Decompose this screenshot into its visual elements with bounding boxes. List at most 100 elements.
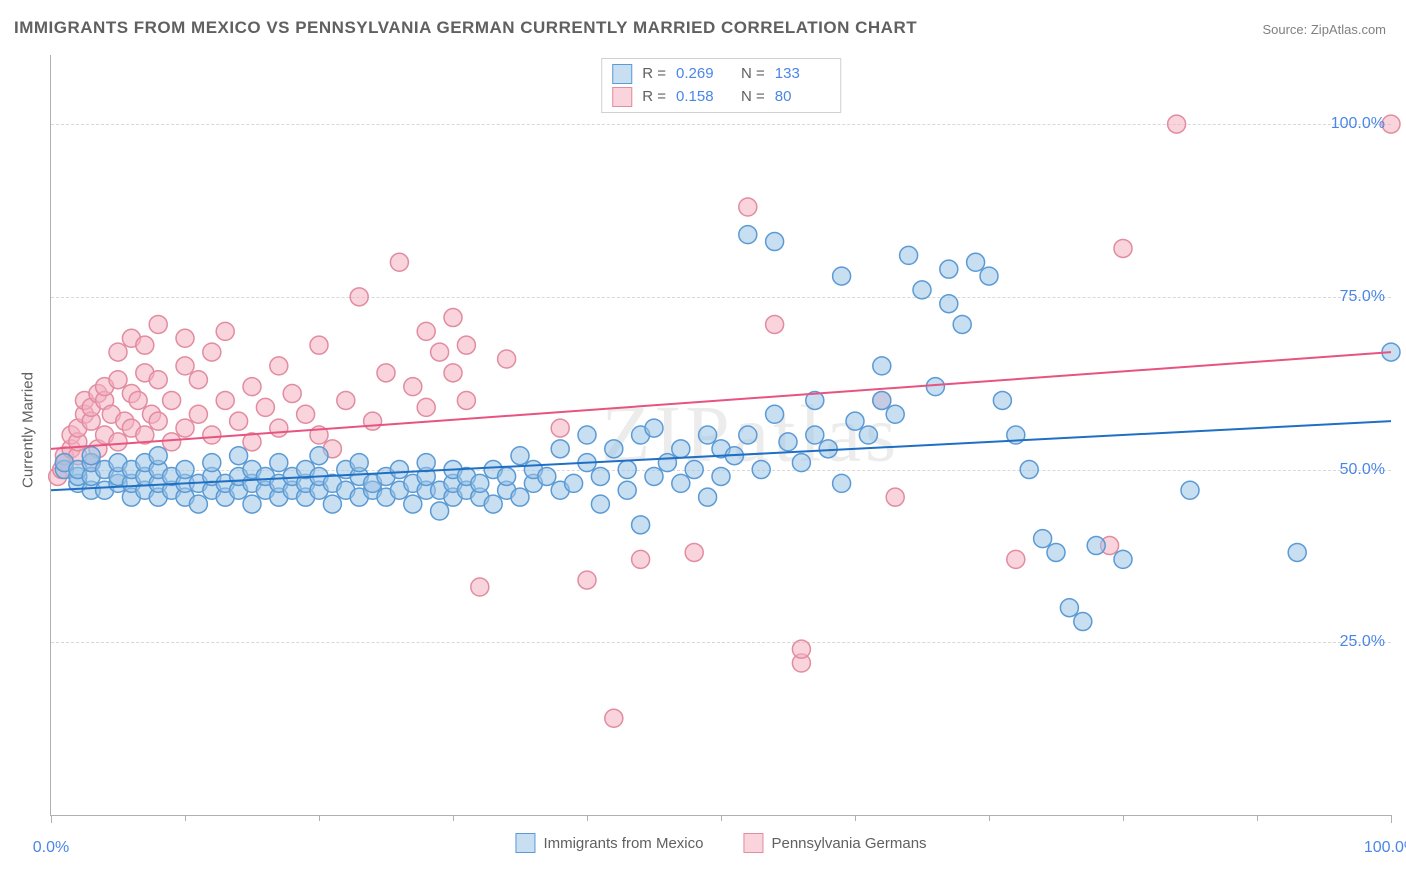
- data-point: [511, 488, 529, 506]
- x-tick-label: 0.0%: [33, 839, 69, 857]
- data-point: [739, 426, 757, 444]
- data-point: [310, 447, 328, 465]
- data-point: [672, 474, 690, 492]
- stat-r-label: R =: [642, 63, 666, 86]
- data-point: [1007, 550, 1025, 568]
- x-tick: [319, 815, 320, 821]
- data-point: [551, 440, 569, 458]
- data-point: [364, 412, 382, 430]
- data-point: [203, 426, 221, 444]
- data-point: [699, 426, 717, 444]
- data-point: [551, 419, 569, 437]
- data-point: [940, 295, 958, 313]
- data-point: [699, 488, 717, 506]
- data-point: [404, 378, 422, 396]
- data-point: [806, 426, 824, 444]
- plot-area: ZIPatlas R = 0.269 N = 133 R = 0.158 N =…: [50, 55, 1391, 816]
- data-point: [645, 467, 663, 485]
- x-tick: [51, 815, 52, 823]
- stats-legend: R = 0.269 N = 133 R = 0.158 N = 80: [601, 58, 841, 113]
- data-point: [270, 357, 288, 375]
- chart-title: IMMIGRANTS FROM MEXICO VS PENNSYLVANIA G…: [14, 18, 917, 38]
- bottom-legend: Immigrants from Mexico Pennsylvania Germ…: [515, 833, 926, 853]
- data-point: [471, 578, 489, 596]
- data-point: [833, 267, 851, 285]
- data-point: [538, 467, 556, 485]
- data-point: [163, 433, 181, 451]
- data-point: [109, 433, 127, 451]
- stat-r-blue: 0.269: [676, 63, 731, 86]
- data-point: [605, 440, 623, 458]
- data-point: [404, 495, 422, 513]
- data-point: [283, 385, 301, 403]
- data-point: [484, 495, 502, 513]
- data-point: [163, 391, 181, 409]
- data-point: [1114, 239, 1132, 257]
- data-point: [323, 495, 341, 513]
- stat-n-blue: 133: [775, 63, 830, 86]
- chart-svg: [51, 55, 1391, 815]
- data-point: [859, 426, 877, 444]
- data-point: [967, 253, 985, 271]
- swatch-blue-icon: [515, 833, 535, 853]
- stats-row-pink: R = 0.158 N = 80: [612, 86, 830, 109]
- data-point: [149, 371, 167, 389]
- data-point: [685, 461, 703, 479]
- data-point: [739, 198, 757, 216]
- data-point: [712, 467, 730, 485]
- stat-n-label: N =: [741, 63, 765, 86]
- data-point: [457, 391, 475, 409]
- x-tick: [1257, 815, 1258, 821]
- data-point: [417, 454, 435, 472]
- x-tick-label: 100.0%: [1364, 839, 1406, 857]
- data-point: [1034, 530, 1052, 548]
- data-point: [390, 461, 408, 479]
- x-tick: [1391, 815, 1392, 823]
- data-point: [417, 322, 435, 340]
- data-point: [417, 398, 435, 416]
- data-point: [1114, 550, 1132, 568]
- data-point: [511, 447, 529, 465]
- data-point: [792, 640, 810, 658]
- data-point: [1288, 543, 1306, 561]
- data-point: [993, 391, 1011, 409]
- data-point: [109, 343, 127, 361]
- x-tick: [721, 815, 722, 821]
- data-point: [632, 516, 650, 534]
- data-point: [189, 405, 207, 423]
- data-point: [565, 474, 583, 492]
- data-point: [900, 246, 918, 264]
- data-point: [1047, 543, 1065, 561]
- data-point: [230, 447, 248, 465]
- data-point: [230, 412, 248, 430]
- data-point: [672, 440, 690, 458]
- data-point: [431, 502, 449, 520]
- x-tick: [587, 815, 588, 821]
- data-point: [189, 371, 207, 389]
- data-point: [216, 322, 234, 340]
- data-point: [766, 315, 784, 333]
- data-point: [471, 474, 489, 492]
- data-point: [1181, 481, 1199, 499]
- data-point: [940, 260, 958, 278]
- data-point: [216, 391, 234, 409]
- data-point: [591, 495, 609, 513]
- data-point: [203, 454, 221, 472]
- data-point: [618, 481, 636, 499]
- data-point: [873, 391, 891, 409]
- trend-line: [51, 352, 1391, 449]
- data-point: [243, 495, 261, 513]
- data-point: [578, 426, 596, 444]
- data-point: [350, 288, 368, 306]
- data-point: [766, 405, 784, 423]
- data-point: [605, 709, 623, 727]
- data-point: [270, 419, 288, 437]
- data-point: [457, 336, 475, 354]
- data-point: [176, 419, 194, 437]
- data-point: [792, 454, 810, 472]
- legend-item-pink: Pennsylvania Germans: [743, 833, 926, 853]
- data-point: [136, 336, 154, 354]
- data-point: [1020, 461, 1038, 479]
- data-point: [819, 440, 837, 458]
- data-point: [980, 267, 998, 285]
